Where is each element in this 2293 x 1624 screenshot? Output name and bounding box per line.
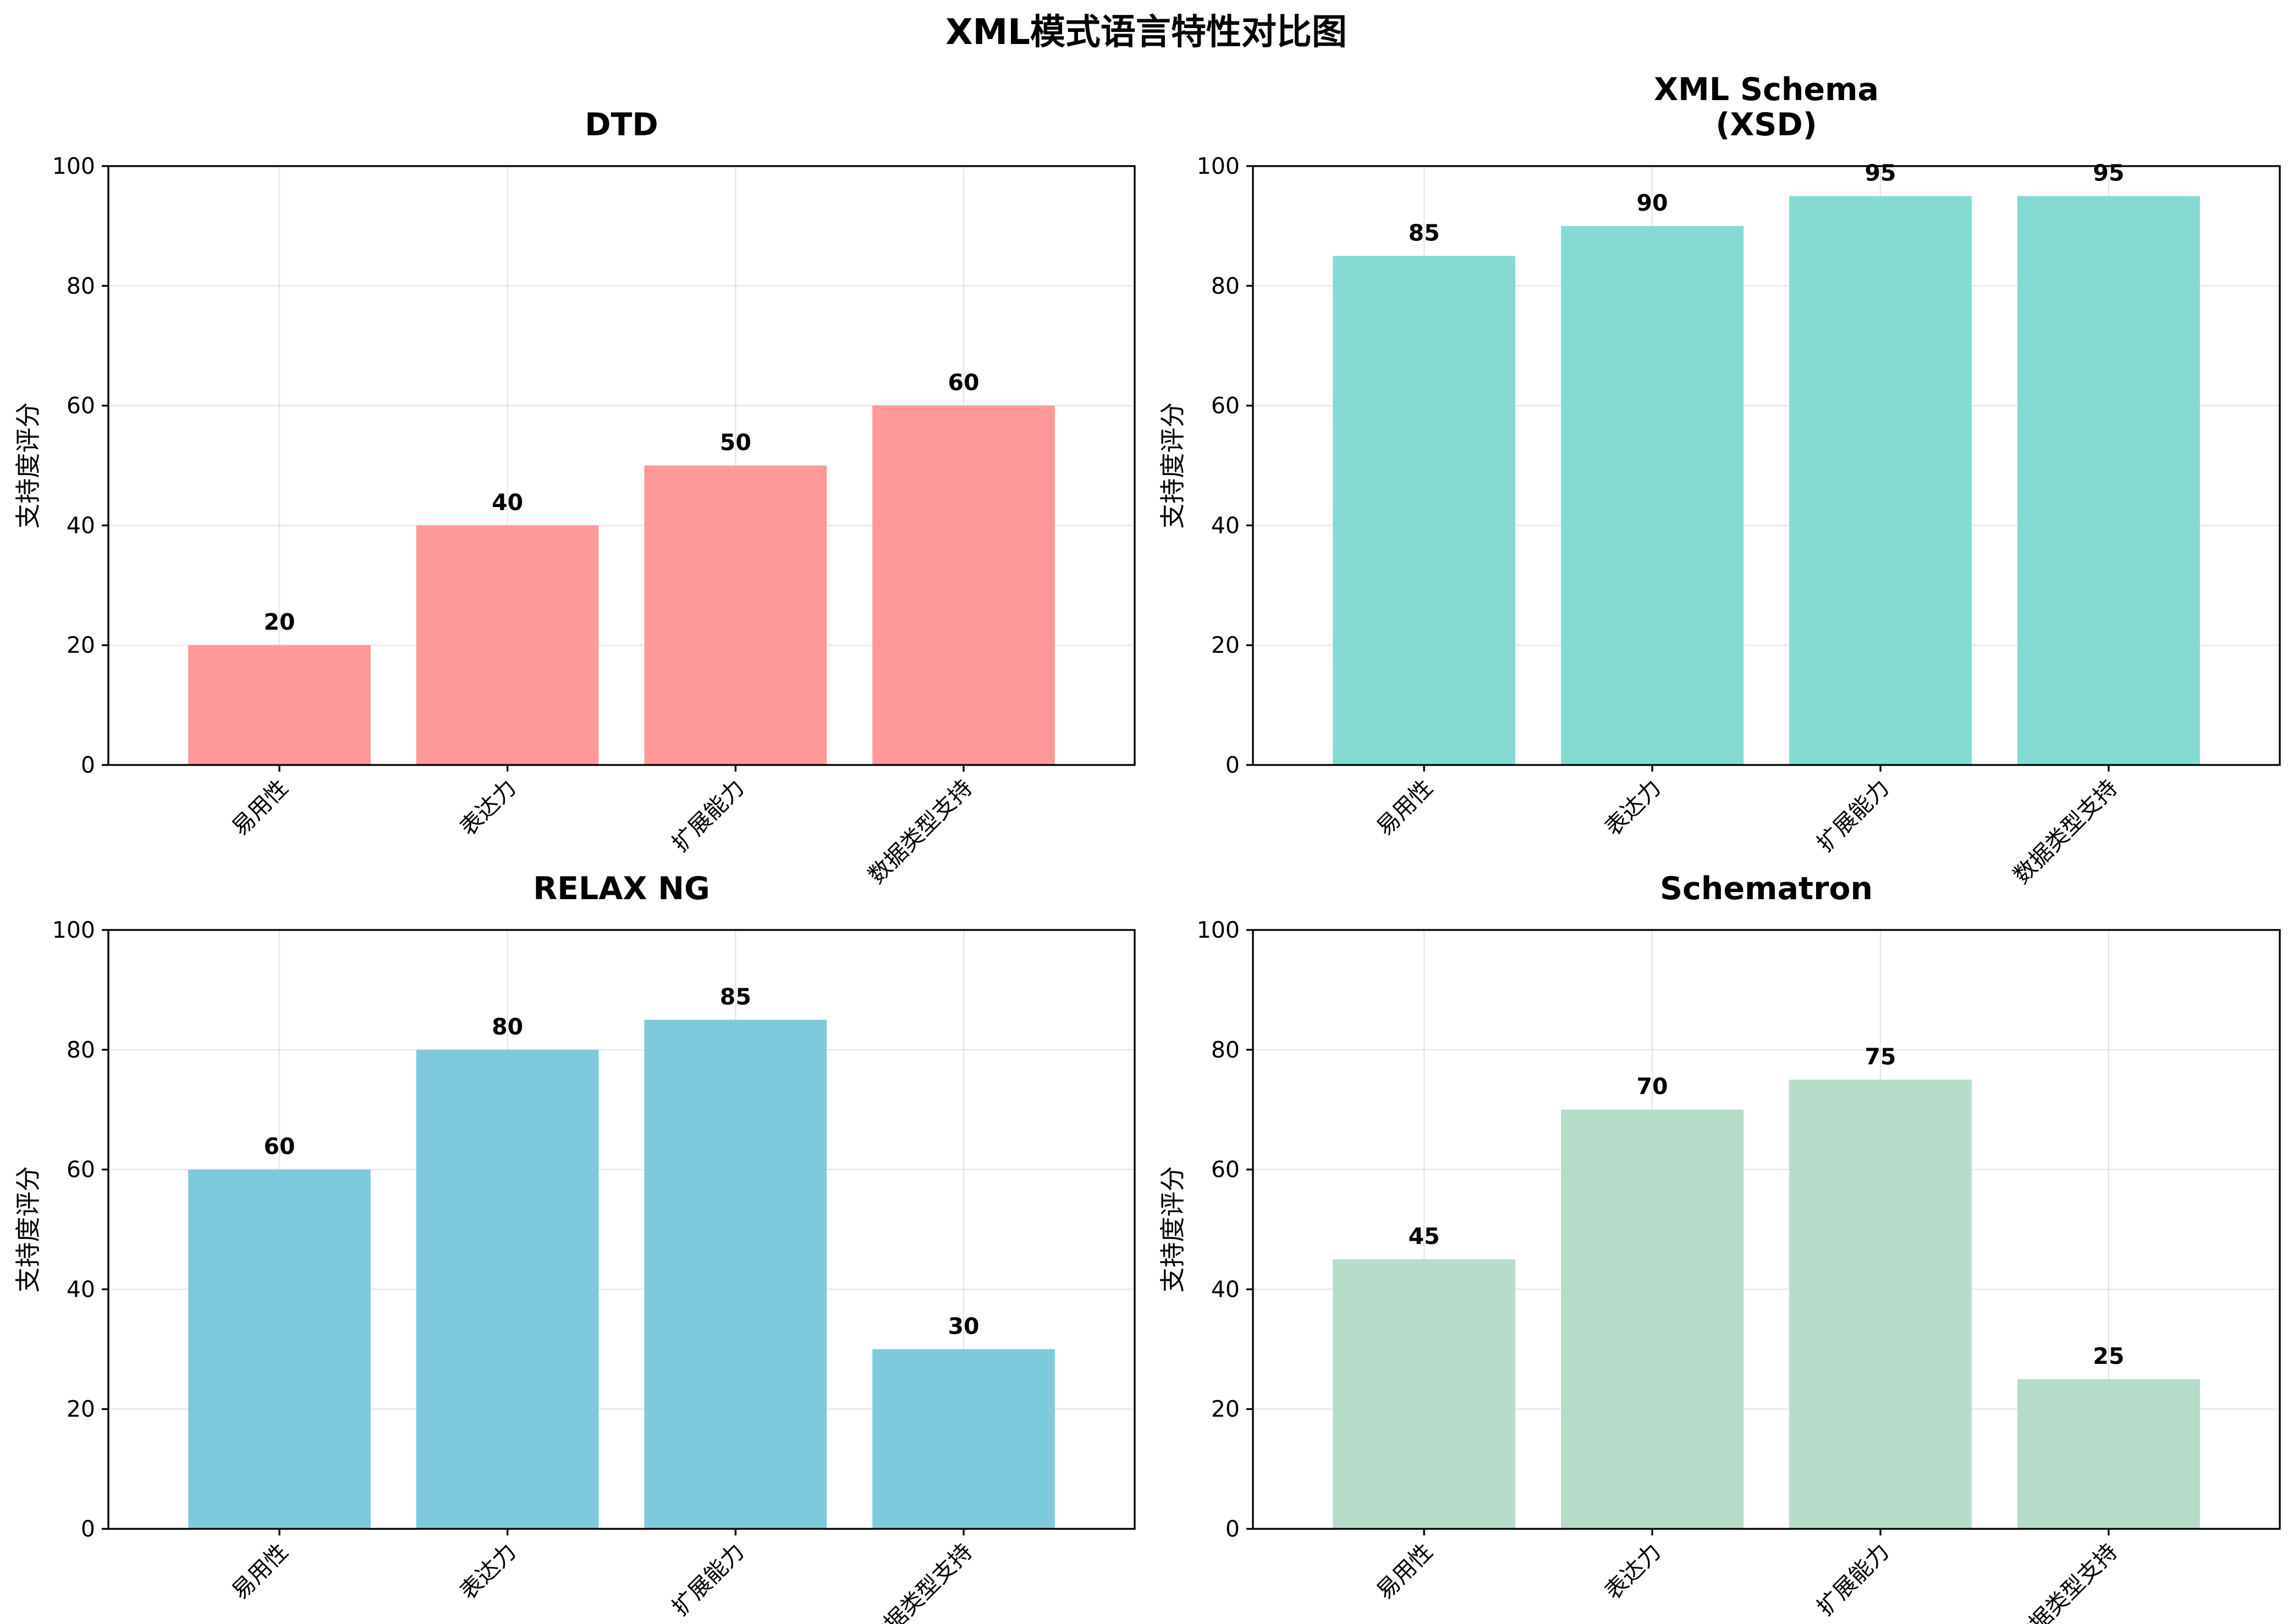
- y-tick-label: 80: [1211, 1037, 1240, 1063]
- y-tick-label: 100: [52, 153, 95, 179]
- data-label: 70: [1637, 1074, 1668, 1100]
- y-axis-label: 支持度评分: [1158, 1166, 1187, 1293]
- y-tick-label: 80: [67, 273, 95, 299]
- axes-frame: [107, 929, 1136, 1530]
- y-tick-label: 40: [1211, 512, 1240, 538]
- panel-title: RELAX NG: [533, 871, 710, 907]
- bar-3: [1789, 1080, 1972, 1529]
- bar-4: [872, 1349, 1055, 1529]
- y-tick-label: 40: [1211, 1276, 1240, 1302]
- y-tick-label: 60: [1211, 1157, 1240, 1183]
- data-label: 60: [948, 370, 979, 396]
- y-tick-label: 0: [81, 752, 95, 778]
- data-label: 40: [492, 489, 523, 515]
- bar-2: [416, 525, 599, 765]
- axes-frame: [1252, 165, 2281, 766]
- y-tick-label: 40: [67, 1276, 95, 1302]
- data-label: 85: [1409, 219, 1440, 246]
- data-label: 85: [720, 983, 751, 1010]
- data-label: 95: [2093, 159, 2124, 186]
- bar-4: [2017, 196, 2200, 766]
- bar-4: [872, 405, 1055, 765]
- bar-3: [1789, 196, 1972, 766]
- bar-1: [188, 645, 371, 765]
- data-label: 95: [1865, 159, 1896, 186]
- data-label: 20: [263, 609, 295, 635]
- data-label: 30: [948, 1313, 979, 1339]
- bar-3: [644, 465, 827, 765]
- y-tick-label: 80: [67, 1037, 95, 1063]
- data-label: 45: [1409, 1223, 1440, 1249]
- bar-4: [2017, 1379, 2200, 1529]
- y-tick-label: 40: [67, 512, 95, 538]
- axes-frame: [107, 165, 1136, 766]
- bar-2: [1561, 225, 1744, 765]
- bar-1: [1333, 1259, 1516, 1529]
- bar-1: [1333, 256, 1516, 766]
- data-label: 80: [492, 1014, 523, 1040]
- bar-1: [188, 1169, 371, 1529]
- bar-2: [416, 1049, 599, 1529]
- y-axis-label: 支持度评分: [1158, 403, 1187, 529]
- y-tick-label: 60: [67, 393, 95, 419]
- y-tick-label: 60: [1211, 393, 1240, 419]
- panel-title: DTD: [585, 107, 658, 143]
- panel-title: XML Schema (XSD): [1654, 71, 1879, 143]
- y-tick-label: 20: [67, 632, 95, 658]
- y-tick-label: 100: [1197, 153, 1240, 179]
- y-tick-label: 0: [1225, 752, 1240, 778]
- y-tick-label: 60: [67, 1157, 95, 1183]
- data-label: 50: [720, 430, 751, 456]
- y-tick-label: 80: [1211, 273, 1240, 299]
- bar-2: [1561, 1109, 1744, 1529]
- y-tick-label: 0: [1225, 1516, 1240, 1542]
- panel-title: Schematron: [1660, 871, 1873, 907]
- axes-frame: [1252, 929, 2281, 1530]
- y-axis-label: 支持度评分: [13, 1166, 43, 1293]
- data-label: 75: [1865, 1043, 1896, 1070]
- y-tick-label: 100: [1197, 917, 1240, 943]
- data-label: 25: [2093, 1343, 2124, 1369]
- y-tick-label: 20: [67, 1396, 95, 1422]
- y-tick-label: 100: [52, 917, 95, 943]
- data-label: 60: [263, 1133, 295, 1160]
- y-tick-label: 20: [1211, 1396, 1240, 1422]
- bar-3: [644, 1020, 827, 1529]
- y-axis-label: 支持度评分: [13, 403, 43, 529]
- data-label: 90: [1637, 190, 1668, 216]
- y-tick-label: 20: [1211, 632, 1240, 658]
- figure-title: XML模式语言特性对比图: [945, 12, 1347, 53]
- y-tick-label: 0: [81, 1516, 95, 1542]
